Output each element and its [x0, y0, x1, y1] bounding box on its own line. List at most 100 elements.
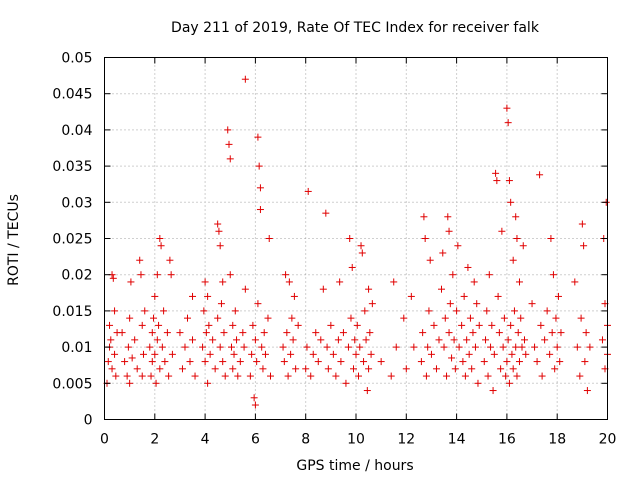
data-point: [248, 350, 256, 358]
data-point: [355, 372, 363, 380]
data-point: [285, 278, 293, 286]
data-point: [493, 177, 501, 185]
data-point: [118, 329, 126, 337]
data-point: [151, 350, 159, 358]
data-point: [266, 372, 274, 380]
data-point: [183, 314, 191, 322]
data-point: [468, 365, 476, 373]
x-tick-label: 14: [448, 432, 466, 448]
data-point: [167, 271, 175, 279]
data-point: [131, 336, 139, 344]
data-point: [346, 235, 354, 242]
data-point: [502, 372, 510, 380]
data-point: [284, 372, 292, 380]
data-point: [155, 321, 163, 329]
data-point: [430, 321, 438, 329]
y-tick-label: 0.01: [61, 340, 92, 356]
data-point: [352, 350, 360, 358]
data-point: [470, 278, 478, 286]
data-point: [322, 209, 330, 217]
data-point: [186, 358, 194, 366]
data-point: [551, 365, 559, 373]
data-point: [471, 343, 479, 351]
data-point: [137, 271, 145, 279]
data-point: [141, 307, 149, 315]
data-point: [226, 155, 234, 163]
data-point: [504, 119, 512, 127]
y-tick-label: 0.02: [61, 268, 92, 284]
data-point: [304, 187, 312, 195]
data-point: [490, 350, 498, 358]
data-point: [488, 321, 496, 329]
data-point: [556, 358, 564, 366]
data-point: [111, 307, 119, 315]
data-point: [410, 343, 418, 351]
data-point: [439, 249, 447, 257]
data-point: [365, 285, 373, 293]
data-point: [217, 300, 225, 308]
data-point: [543, 307, 551, 315]
data-point: [419, 329, 427, 337]
data-point: [214, 314, 222, 322]
data-point: [220, 329, 228, 337]
data-point: [514, 329, 522, 337]
data-point: [518, 343, 526, 351]
data-point: [451, 365, 459, 373]
data-point: [317, 336, 325, 344]
data-point: [124, 343, 132, 351]
data-point: [548, 329, 556, 337]
data-point: [226, 271, 234, 279]
data-point: [347, 314, 355, 322]
data-point: [417, 358, 425, 366]
data-point: [538, 372, 546, 380]
data-point: [201, 358, 209, 366]
y-tick-label: 0.015: [52, 304, 92, 320]
data-point: [464, 263, 472, 271]
data-point: [537, 321, 545, 329]
data-point: [230, 350, 238, 358]
data-point: [424, 343, 432, 351]
data-point: [438, 285, 446, 293]
data-point: [121, 358, 129, 366]
data-point: [234, 372, 242, 380]
data-point: [509, 365, 517, 373]
data-point: [368, 300, 376, 308]
y-tick-label: 0.04: [61, 123, 92, 139]
data-point: [528, 300, 536, 308]
data-point: [334, 336, 342, 344]
data-point: [500, 314, 508, 322]
data-point: [241, 285, 249, 293]
data-point: [510, 307, 518, 315]
data-point: [303, 343, 311, 351]
data-point: [453, 307, 461, 315]
data-point: [421, 235, 429, 242]
data-point: [360, 358, 368, 366]
data-point: [216, 343, 224, 351]
data-point: [344, 343, 352, 351]
data-point: [255, 162, 263, 170]
y-tick-label: 0.025: [52, 232, 92, 248]
data-point: [112, 372, 120, 380]
data-point: [494, 292, 502, 300]
data-point: [181, 343, 189, 351]
data-point: [204, 292, 212, 300]
data-point: [209, 336, 217, 344]
data-point: [507, 321, 515, 329]
data-point: [229, 321, 237, 329]
data-point: [204, 379, 212, 387]
data-point: [123, 372, 131, 380]
data-point: [260, 329, 268, 337]
data-point: [557, 329, 565, 337]
data-point: [156, 235, 164, 242]
data-point: [513, 235, 521, 242]
data-point: [216, 242, 224, 250]
data-point: [189, 292, 197, 300]
data-point: [153, 271, 161, 279]
data-point: [461, 372, 469, 380]
data-point: [108, 365, 116, 373]
data-point: [176, 329, 184, 337]
data-point: [151, 292, 159, 300]
x-tick-label: 16: [498, 432, 516, 448]
data-point: [361, 307, 369, 315]
data-point: [533, 358, 541, 366]
